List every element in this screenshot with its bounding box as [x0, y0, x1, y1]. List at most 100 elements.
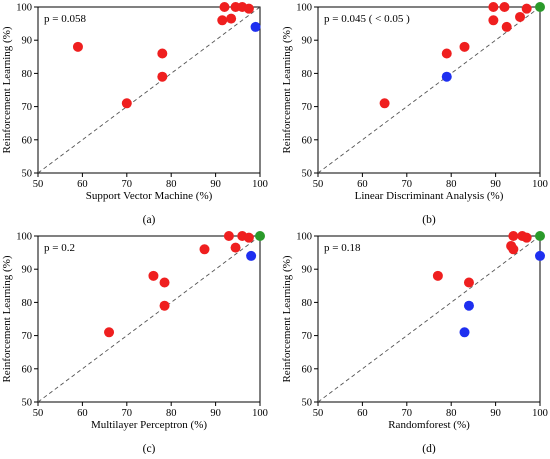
- data-point-red: [243, 232, 254, 243]
- y-tick-label: 80: [302, 298, 313, 309]
- p-value-annotation: p = 0.18: [324, 242, 361, 254]
- x-axis-label: Linear Discriminant Analysis (%): [355, 190, 504, 202]
- data-point-red: [488, 15, 499, 26]
- x-tick-label: 60: [357, 408, 368, 419]
- panel-caption: (c): [143, 443, 156, 454]
- x-tick-label: 90: [490, 179, 501, 190]
- scatter-panel-4: 50 60 70 80 90 100 50 60 70 80 90 100 Randomforest (…: [281, 231, 548, 455]
- data-point-blue: [463, 300, 474, 311]
- y-tick-label: 90: [302, 36, 313, 47]
- panel-caption: (a): [143, 214, 156, 226]
- x-tick-label: 80: [446, 179, 457, 190]
- data-point-red: [121, 98, 132, 109]
- y-tick-label: 100: [16, 3, 32, 14]
- y-tick-label: 50: [302, 398, 313, 409]
- y-tick-label: 60: [302, 364, 313, 375]
- y-tick-label: 100: [296, 232, 312, 243]
- x-tick-label: 50: [33, 179, 44, 190]
- data-point-red: [441, 48, 452, 59]
- x-tick-label: 100: [252, 408, 268, 419]
- data-point-red: [463, 277, 474, 288]
- p-value-annotation: p = 0.045 ( < 0.05 ): [324, 13, 410, 25]
- y-axis-label: Reinforcement Learning (%): [281, 255, 293, 382]
- x-axis-label: Support Vector Machine (%): [86, 190, 213, 202]
- x-tick-label: 60: [77, 179, 88, 190]
- data-point-red: [521, 232, 532, 243]
- y-tick-label: 70: [22, 331, 33, 342]
- data-point-blue: [250, 21, 261, 32]
- y-tick-label: 50: [22, 398, 33, 409]
- panel-caption: (b): [422, 214, 436, 226]
- plot-frame: [37, 6, 261, 174]
- y-tick-label: 60: [22, 135, 33, 146]
- data-point-red: [501, 21, 512, 32]
- plot-frame: [37, 235, 261, 403]
- x-tick-label: 80: [166, 179, 177, 190]
- x-tick-label: 50: [313, 179, 324, 190]
- data-point-red: [148, 270, 159, 281]
- y-tick-label: 90: [22, 265, 33, 276]
- x-tick-label: 90: [210, 408, 221, 419]
- y-axis-label: Reinforcement Learning (%): [1, 255, 13, 382]
- y-tick-label: 80: [22, 298, 33, 309]
- y-tick-label: 90: [22, 36, 33, 47]
- x-tick-label: 70: [122, 408, 133, 419]
- data-point-red: [157, 71, 168, 82]
- data-point-red: [230, 242, 241, 253]
- data-point-red: [521, 3, 532, 14]
- data-point-red: [217, 15, 228, 26]
- data-point-red: [499, 2, 510, 12]
- data-point-red: [223, 231, 234, 241]
- scatter-panel-1: 50 60 70 80 90 100 50 60 70 80 90 100 Support Vector…: [1, 2, 268, 226]
- y-tick-label: 60: [22, 364, 33, 375]
- y-axis-label: Reinforcement Learning (%): [1, 26, 13, 153]
- x-tick-label: 70: [402, 408, 413, 419]
- x-tick-label: 50: [33, 408, 44, 419]
- data-point-blue: [535, 250, 545, 261]
- data-point-red: [515, 11, 526, 22]
- diagonal-reference-line: [37, 6, 261, 174]
- x-tick-label: 60: [77, 408, 88, 419]
- data-point-red: [104, 327, 115, 338]
- plot-frame: [317, 235, 541, 403]
- y-axis-label: Reinforcement Learning (%): [281, 26, 293, 153]
- plot-frame: [317, 6, 541, 174]
- y-tick-label: 50: [302, 169, 313, 180]
- y-tick-label: 70: [22, 102, 33, 113]
- x-tick-label: 60: [357, 179, 368, 190]
- x-axis-label: Multilayer Perceptron (%): [91, 419, 207, 431]
- x-tick-label: 50: [313, 408, 324, 419]
- data-point-red: [219, 2, 230, 12]
- data-point-green: [535, 231, 545, 241]
- data-point-green: [255, 231, 265, 241]
- data-point-red: [159, 300, 170, 311]
- data-point-red: [488, 2, 499, 12]
- diagonal-reference-line: [37, 235, 261, 403]
- data-point-blue: [459, 327, 470, 338]
- data-point-red: [226, 13, 237, 24]
- x-tick-label: 100: [532, 179, 548, 190]
- x-tick-label: 90: [210, 179, 221, 190]
- diagonal-reference-line: [317, 235, 541, 403]
- x-tick-label: 80: [166, 408, 177, 419]
- data-point-red: [459, 41, 470, 52]
- y-tick-label: 70: [302, 331, 313, 342]
- y-tick-label: 90: [302, 265, 313, 276]
- y-tick-label: 80: [22, 69, 33, 80]
- x-tick-label: 70: [122, 179, 133, 190]
- y-tick-label: 60: [302, 135, 313, 146]
- x-tick-label: 80: [446, 408, 457, 419]
- data-point-red: [379, 98, 390, 109]
- x-tick-label: 100: [532, 408, 548, 419]
- data-point-green: [535, 2, 545, 12]
- y-tick-label: 100: [16, 232, 32, 243]
- data-point-blue: [246, 250, 257, 261]
- y-tick-label: 70: [302, 102, 313, 113]
- data-point-red: [159, 277, 170, 288]
- data-point-red: [432, 270, 443, 281]
- data-point-red: [157, 48, 168, 59]
- x-tick-label: 100: [252, 179, 268, 190]
- data-point-red: [243, 3, 254, 14]
